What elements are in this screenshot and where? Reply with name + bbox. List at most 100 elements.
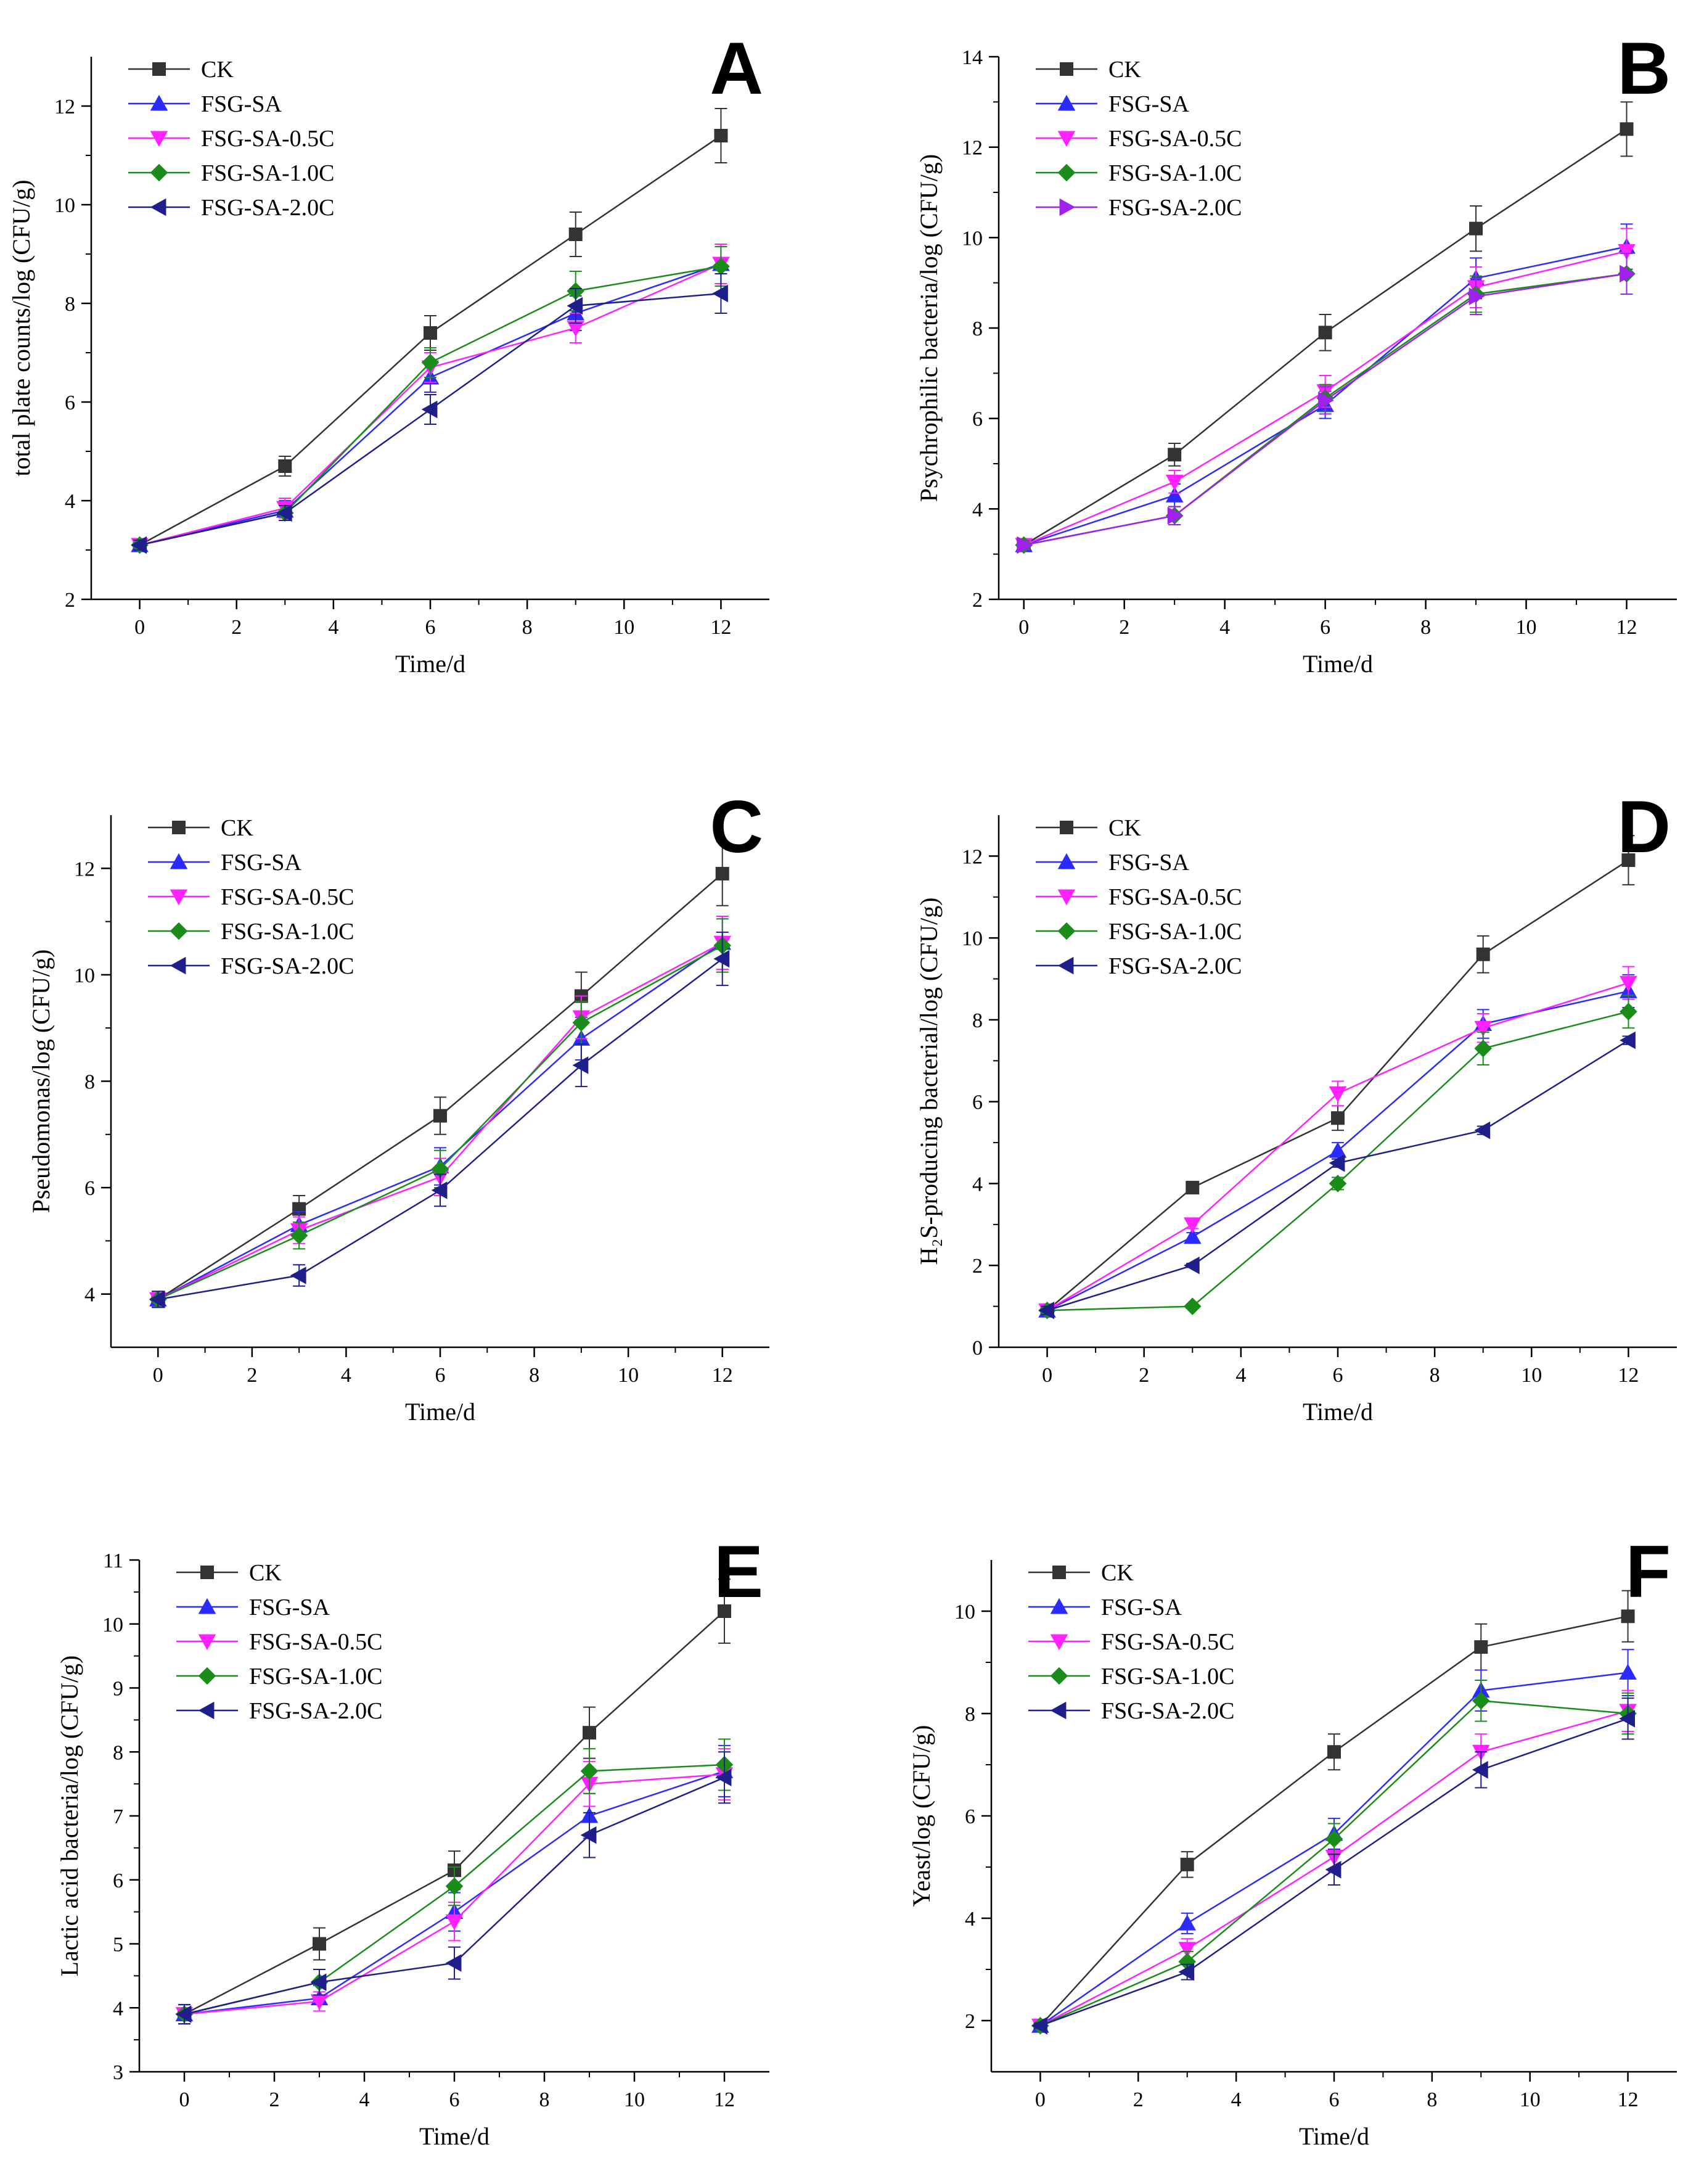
legend-marker <box>152 62 166 76</box>
data-point <box>567 321 585 337</box>
y-tick-label: 2 <box>972 589 983 612</box>
data-point <box>1017 536 1033 554</box>
legend-marker <box>200 1566 214 1579</box>
data-point <box>1620 1003 1637 1020</box>
y-tick-label: 12 <box>962 137 983 160</box>
legend-label: FSG-SA-2.0C <box>1101 1698 1234 1724</box>
y-tick-label: 6 <box>972 408 983 431</box>
x-tick-label: 12 <box>712 1364 733 1387</box>
data-point <box>445 1914 464 1931</box>
y-axis-label: Yeast/log (CFU/g) <box>907 1725 935 1907</box>
y-axis-label: Pseudomonas/log (CFU/g) <box>27 950 55 1213</box>
data-point <box>1476 947 1490 961</box>
y-axis-label: Psychrophilic bacteria/log (CFU/g) <box>915 154 943 502</box>
data-point <box>421 400 438 419</box>
data-point <box>1180 1857 1194 1871</box>
data-point <box>1474 1121 1491 1139</box>
legend-marker <box>198 1667 216 1685</box>
y-tick-label: 8 <box>113 1741 123 1764</box>
y-tick-label: 12 <box>54 96 75 118</box>
x-axis-label: Time/d <box>1303 1398 1373 1426</box>
data-point <box>445 1954 462 1972</box>
legend: CK FSG-SA FSG-SA-0.5C FSG-SA-1.0C FSG-SA-2.0… <box>128 57 334 221</box>
x-tick-label: 0 <box>1042 1364 1052 1387</box>
panel-letter: C <box>710 786 763 868</box>
x-tick-label: 8 <box>1427 2088 1437 2111</box>
legend-label: FSG-SA-0.5C <box>201 126 334 152</box>
data-point <box>1619 1710 1636 1728</box>
x-axis-label: Time/d <box>405 1398 475 1426</box>
y-tick-label: 10 <box>962 927 983 950</box>
series-ck <box>1040 835 1636 1318</box>
legend-marker <box>170 956 186 975</box>
y-tick-label: 10 <box>102 1614 123 1636</box>
x-tick-label: 10 <box>1521 1364 1542 1387</box>
x-tick-label: 2 <box>1119 616 1129 639</box>
legend-marker <box>1057 922 1076 940</box>
panel-letter: B <box>1617 27 1671 110</box>
data-point <box>713 950 730 968</box>
legend-marker <box>150 94 168 111</box>
legend-marker <box>1060 821 1073 834</box>
y-tick-label: 10 <box>962 227 983 250</box>
x-tick-label: 10 <box>1516 616 1537 639</box>
data-point <box>313 1937 326 1951</box>
data-point <box>421 353 440 372</box>
legend-label: FSG-SA <box>221 850 301 876</box>
data-point <box>712 284 728 303</box>
legend-label: FSG-SA-1.0C <box>1108 160 1242 186</box>
legend-label: FSG-SA-0.5C <box>221 884 354 910</box>
y-tick-label: 14 <box>962 46 983 69</box>
legend-label: CK <box>221 815 253 841</box>
legend-marker <box>170 853 188 869</box>
data-point <box>290 1266 306 1284</box>
series-fsg-sa-2-0c <box>1031 1698 1636 2035</box>
panel-letter: E <box>714 1530 763 1613</box>
x-axis-label: Time/d <box>1303 650 1373 678</box>
data-point <box>1178 1942 1197 1958</box>
legend-marker <box>198 1598 216 1614</box>
y-tick-label: 12 <box>962 845 983 868</box>
panel-letter: A <box>710 27 763 110</box>
data-point <box>1474 1040 1493 1057</box>
legend-marker <box>1059 198 1076 216</box>
data-point <box>1186 1181 1200 1195</box>
x-tick-label: 12 <box>1618 2088 1639 2111</box>
data-point <box>1329 1175 1347 1193</box>
legend-label: FSG-SA-2.0C <box>221 953 354 979</box>
y-tick-label: 8 <box>84 1071 95 1094</box>
data-point <box>149 1291 165 1308</box>
legend-label: CK <box>1108 815 1141 841</box>
data-point <box>1619 1664 1637 1680</box>
x-tick-label: 2 <box>231 616 242 639</box>
data-point <box>1183 1217 1202 1234</box>
y-axis-label: Lactic acid bacteria/log (CFU/g) <box>55 1656 83 1977</box>
data-point <box>1472 1691 1490 1710</box>
panel-f: 0 2 4 6 8 10 12 2 4 6 8 10 Time/d Yeast/log (CFU/g) CK… <box>907 1530 1677 2150</box>
data-point <box>1318 392 1334 409</box>
x-tick-label: 6 <box>1320 616 1330 639</box>
data-point <box>572 1056 589 1074</box>
data-point <box>1178 1963 1195 1981</box>
y-axis-label: total plate counts/log (CFU/g) <box>7 179 35 476</box>
data-point <box>1183 1256 1200 1275</box>
series-fsg-sa-2-0c <box>175 1751 732 2025</box>
legend-marker <box>1057 131 1076 147</box>
data-point <box>1329 1154 1345 1172</box>
data-point <box>1620 975 1637 992</box>
y-tick-label: 11 <box>103 1550 123 1572</box>
data-point <box>1620 1031 1636 1049</box>
x-axis-label: Time/d <box>419 2122 489 2150</box>
series-fsg-sa-2-0c <box>1017 253 1636 554</box>
data-point <box>433 1109 447 1123</box>
x-tick-label: 4 <box>1231 2088 1242 2111</box>
y-tick-label: 6 <box>65 392 75 414</box>
data-point <box>424 326 437 340</box>
y-tick-label: 10 <box>74 964 95 987</box>
y-tick-label: 3 <box>113 2061 123 2084</box>
legend: CK FSG-SA FSG-SA-0.5C FSG-SA-1.0C FSG-SA-2.0… <box>148 815 354 979</box>
y-tick-label: 12 <box>74 858 95 881</box>
legend-marker <box>1057 163 1076 182</box>
legend-label: CK <box>1108 57 1141 83</box>
legend-marker <box>170 889 188 906</box>
